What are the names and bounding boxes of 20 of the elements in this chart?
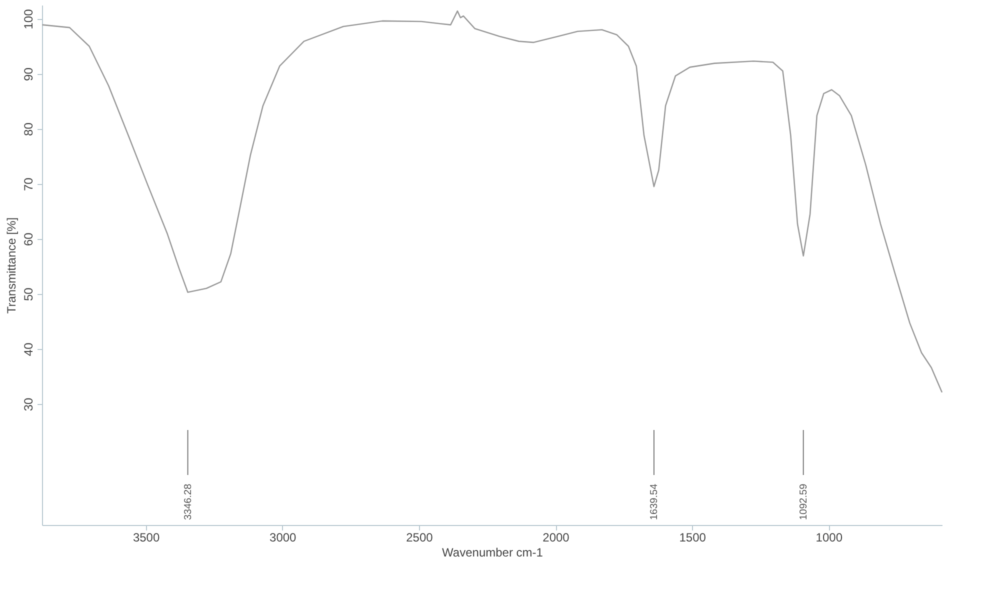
x-tick-label: 2000 xyxy=(542,530,570,544)
y-tick-label: 80 xyxy=(22,122,36,136)
ref-line-label: 1639.54 xyxy=(648,483,660,520)
x-tick-label: 3500 xyxy=(132,530,160,544)
y-tick-label: 90 xyxy=(22,67,36,81)
y-tick-label: 30 xyxy=(22,397,36,412)
y-tick-label: 50 xyxy=(22,287,36,302)
ref-line-label: 3346.28 xyxy=(182,483,194,520)
x-axis-title: Wavenumber cm-1 xyxy=(442,546,544,560)
x-tick-label: 1500 xyxy=(679,530,706,544)
y-axis-title: Transmittance [%] xyxy=(4,217,18,314)
ref-line-label: 1092.59 xyxy=(798,483,810,520)
x-tick-label: 1000 xyxy=(816,530,843,544)
line-series xyxy=(42,10,943,394)
y-tick-label: 60 xyxy=(22,232,36,246)
y-tick-label: 70 xyxy=(22,177,36,192)
x-tick-label: 3000 xyxy=(270,530,297,544)
y-tick-label: 100 xyxy=(22,8,36,30)
y-tick-label: 40 xyxy=(22,342,36,356)
x-tick-label: 2500 xyxy=(406,530,434,544)
